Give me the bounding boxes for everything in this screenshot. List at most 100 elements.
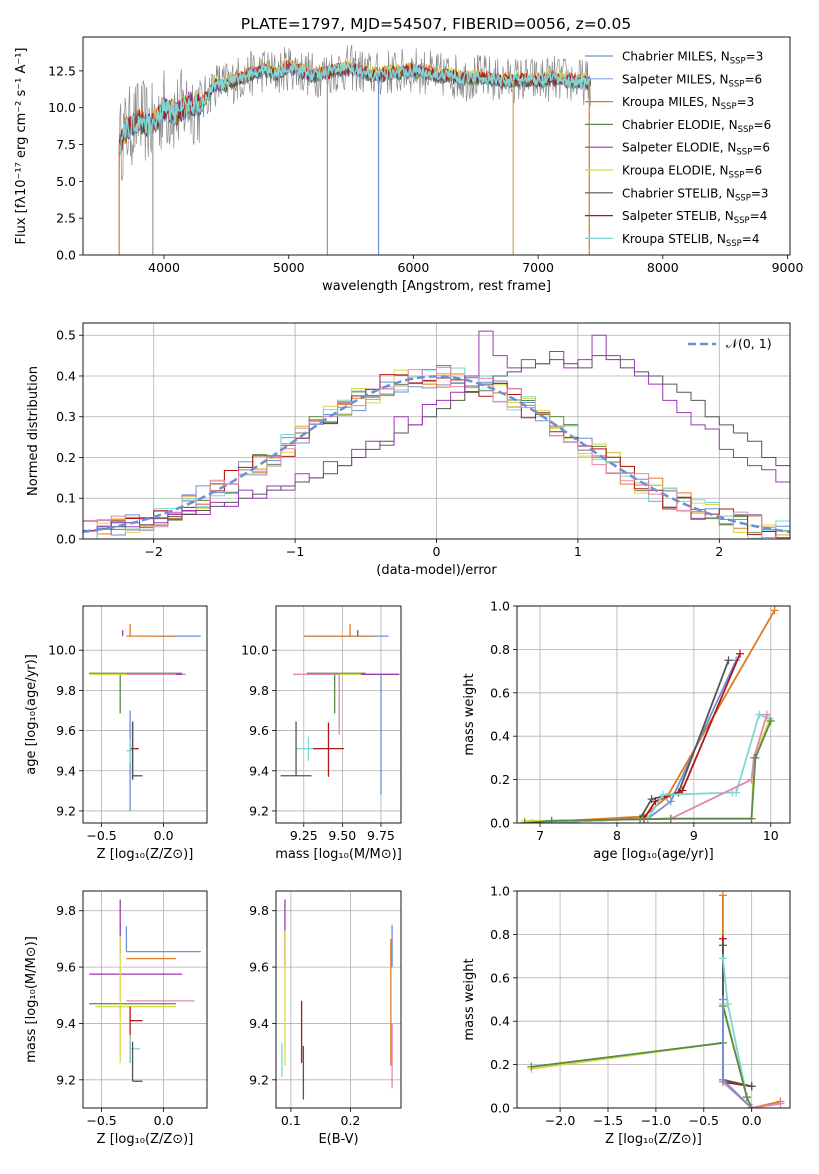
x-axis-label: mass [log₁₀(M/M⊙)] (275, 847, 402, 862)
plot-area (520, 606, 779, 823)
y-tick-label: 9.4 (249, 1016, 269, 1031)
x-tick-label: 9000 (772, 260, 804, 275)
y-tick-label: 10.0 (241, 643, 269, 658)
y-tick-label: 0.0 (490, 1101, 510, 1116)
axes-frame (82, 322, 791, 540)
cumulative-line (722, 945, 752, 1088)
cumulative-marker (666, 814, 675, 823)
axes-frame (275, 890, 402, 1109)
y-tick-label: 9.2 (249, 803, 269, 818)
figure-title: PLATE=1797, MJD=54507, FIBERID=0056, z=0… (241, 15, 631, 33)
x-axis-label: age [log₁₀(age/yr)] (593, 847, 714, 862)
x-tick-label: 0.1 (281, 1113, 301, 1128)
x-tick-label: −1 (286, 544, 304, 559)
y-tick-label: 10.0 (48, 100, 76, 115)
y-tick-label: 0.2 (490, 772, 510, 787)
x-axis-label: Z [log₁₀(Z/Z⊙)] (605, 1132, 702, 1147)
legend-entry: Kroupa STELIB, NSSP=4 (622, 232, 760, 249)
x-tick-label: 0.0 (742, 1113, 762, 1128)
cumulative-marker (747, 814, 756, 823)
x-axis-label: Z [log₁₀(Z/Z⊙)] (97, 1132, 194, 1147)
y-tick-label: 0.6 (490, 970, 510, 985)
age-vs-metallicity-panel: −0.5 0.0 9.2 9.4 9.6 9.8 10.0 Z [log₁₀(Z/Z⊙)] ag… (24, 605, 208, 862)
mass-vs-metallicity-panel: −0.5 0.0 9.2 9.4 9.6 9.8 Z [log₁₀(Z/Z⊙)] mass [… (24, 890, 208, 1147)
cumulative-marker (742, 1093, 751, 1102)
cumulative-line (524, 720, 772, 823)
y-tick-label: 9.4 (56, 763, 76, 778)
x-axis-label: Z [log₁₀(Z/Z⊙)] (97, 847, 194, 862)
cumulative-marker (724, 656, 733, 665)
y-tick-label: 9.8 (56, 683, 76, 698)
y-axis-label: mass weight (462, 958, 477, 1040)
cumulative-marker (659, 790, 668, 799)
y-tick-label: 0.4 (490, 729, 510, 744)
y-tick-label: 9.8 (249, 903, 269, 918)
histogram-steps (83, 330, 790, 539)
x-tick-label: 0 (433, 544, 441, 559)
x-tick-label: −0.5 (689, 1113, 719, 1128)
y-tick-label: 0.4 (490, 1014, 510, 1029)
axes-frame (516, 605, 791, 824)
x-tick-label: 1 (574, 544, 582, 559)
x-tick-label: −0.5 (86, 828, 116, 843)
legend-entry: 𝒩(0, 1) (726, 336, 772, 351)
cumulative-line (532, 653, 741, 823)
legend-entry: Chabrier ELODIE, NSSP=6 (622, 118, 771, 135)
y-tick-label: 9.8 (56, 903, 76, 918)
x-tick-label: −2.0 (545, 1113, 575, 1128)
y-tick-label: 0.5 (56, 328, 76, 343)
y-tick-label: 9.4 (249, 763, 269, 778)
y-axis-label: mass [log₁₀(M/M⊙)] (24, 936, 39, 1063)
x-axis-label: (data-model)/error (376, 563, 497, 578)
axes-frame (82, 36, 791, 256)
x-tick-label: 9.50 (328, 828, 356, 843)
y-tick-label: 5.0 (56, 174, 76, 189)
legend-entry: Salpeter MILES, NSSP=6 (622, 72, 762, 89)
y-tick-label: 9.6 (249, 723, 269, 738)
plot-area (280, 624, 400, 795)
plot-area (527, 891, 785, 1108)
x-tick-label: −1.0 (641, 1113, 671, 1128)
model-spectrum-line (118, 62, 592, 153)
cumulative-marker (736, 649, 745, 658)
y-tick-label: 0.0 (56, 532, 76, 547)
y-tick-label: 12.5 (48, 63, 76, 78)
cumulative-marker (718, 995, 727, 1004)
y-tick-label: 1.0 (490, 599, 510, 614)
y-axis-label: age [log₁₀(age/yr)] (24, 654, 39, 775)
cumulative-marker (666, 797, 675, 806)
y-tick-label: 0.8 (490, 642, 510, 657)
cumulative-marker (678, 786, 687, 795)
cumulative-line (524, 714, 768, 823)
x-tick-label: 7 (536, 828, 544, 843)
histogram-steps (83, 366, 790, 539)
mass-vs-reddening-panel: 0.1 0.2 9.2 9.4 9.6 9.8 E(B-V) (249, 890, 402, 1147)
y-tick-label: 9.2 (56, 803, 76, 818)
y-tick-label: 0.0 (490, 816, 510, 831)
plot-area (89, 624, 201, 811)
y-tick-label: 0.8 (490, 927, 510, 942)
cumulative-marker (718, 1075, 727, 1084)
cumulative-line (531, 1003, 753, 1108)
y-tick-label: 9.6 (56, 723, 76, 738)
y-axis-label: Flux [fλ10⁻¹⁷ erg cm⁻² s⁻¹ A⁻¹] (14, 48, 29, 245)
y-tick-label: 0.3 (56, 409, 76, 424)
plot-area (89, 899, 201, 1082)
plot-area (118, 44, 592, 255)
cumulative-marker (718, 941, 727, 950)
y-axis-label: Normed distribution (26, 366, 41, 496)
plot-area (83, 330, 790, 539)
y-axis-label: mass weight (462, 673, 477, 755)
spectrum-legend: Chabrier MILES, NSSP=3 Salpeter MILES, NS… (585, 50, 771, 249)
legend-entry: Kroupa MILES, NSSP=3 (622, 95, 754, 112)
cumulative-mass-weight-age-panel: 7 8 9 10 0.0 0.2 0.4 0.6 0.8 1.0 age [log₁₀(age/yr… (462, 599, 791, 862)
y-tick-label: 0.0 (56, 248, 76, 263)
cumulative-marker (762, 710, 771, 719)
y-tick-label: 9.6 (56, 960, 76, 975)
x-tick-label: 2 (715, 544, 723, 559)
y-tick-label: 2.5 (56, 211, 76, 226)
cumulative-marker (527, 1062, 536, 1071)
cumulative-marker (747, 1104, 756, 1108)
legend-entry: Chabrier STELIB, NSSP=3 (622, 186, 769, 203)
